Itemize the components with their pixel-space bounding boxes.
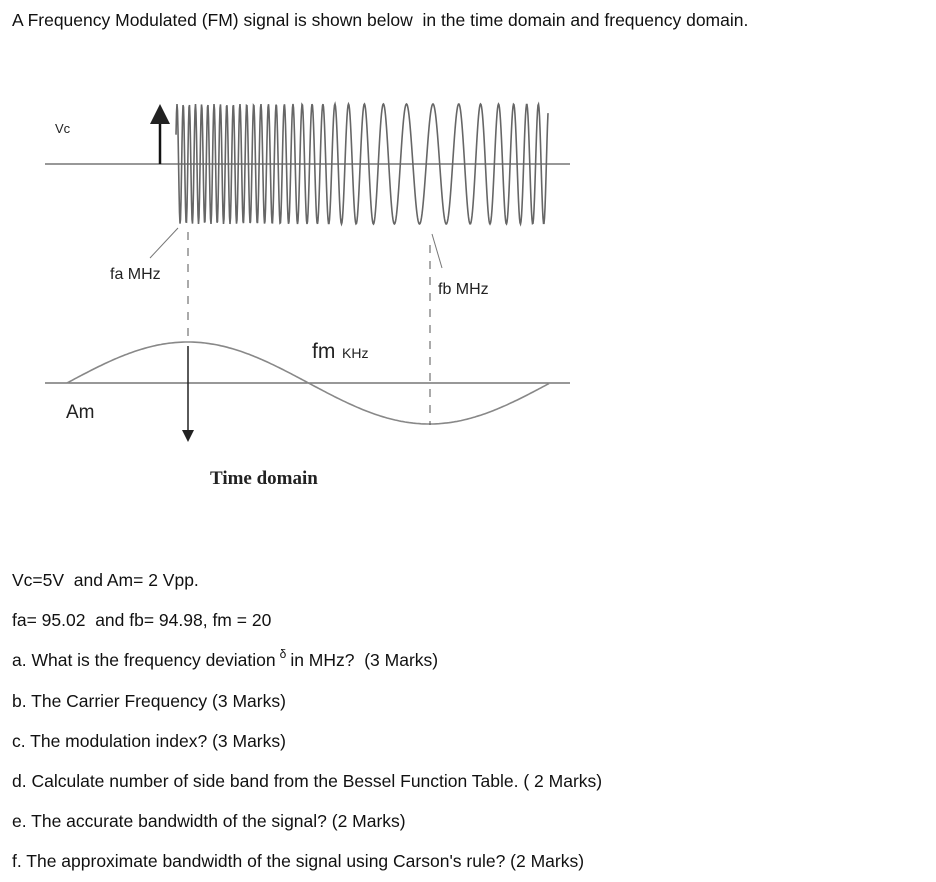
vc-label: Vc	[55, 121, 71, 136]
am-label: Am	[66, 402, 95, 423]
given-line: fa= 95.02 and fb= 94.98, fm = 20	[12, 610, 272, 630]
fm-unit: KHz	[342, 345, 368, 361]
leader-line	[149, 227, 179, 259]
diagram: Vc fa MHz fb MHz fm KHz Am Time domain	[45, 101, 570, 489]
question: d. Calculate number of side band from th…	[12, 771, 603, 791]
question: a. What is the frequency deviation δ in MH…	[12, 647, 439, 671]
leader-line	[431, 233, 443, 269]
fm-wave	[175, 101, 549, 227]
title: A Frequency Modulated (FM) signal is sho…	[12, 10, 749, 30]
question-text: in MHz? (3 Marks)	[290, 650, 439, 670]
fm-label: fm	[312, 340, 335, 363]
given-line: Vc=5V and Am= 2 Vpp.	[12, 570, 199, 590]
question: e. The accurate bandwidth of the signal?…	[12, 811, 406, 831]
question: b. The Carrier Frequency (3 Marks)	[12, 691, 286, 711]
delta-symbol: δ	[279, 647, 287, 661]
question-text: a. What is the frequency deviation	[12, 650, 276, 670]
caption: Time domain	[210, 468, 318, 489]
modulating-wave	[66, 341, 550, 425]
question: f. The approximate bandwidth of the sign…	[12, 851, 585, 871]
question: c. The modulation index? (3 Marks)	[12, 731, 286, 751]
fb-label: fb MHz	[438, 281, 489, 298]
fa-label: fa MHz	[110, 266, 161, 283]
